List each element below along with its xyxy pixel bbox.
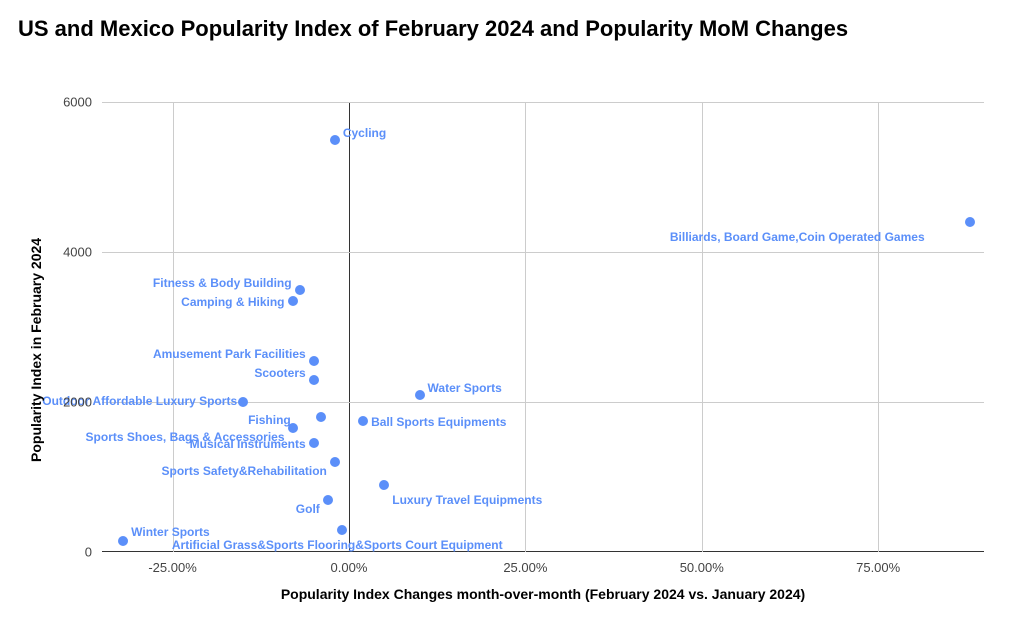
scatter-point [379,480,389,490]
y-axis-title: Popularity Index in February 2024 [28,238,44,462]
gridline-vertical [702,102,703,552]
scatter-point [309,438,319,448]
y-tick-label: 4000 [52,245,92,260]
scatter-point [295,285,305,295]
gridline-horizontal [102,252,984,253]
scatter-point [316,412,326,422]
gridline-horizontal [102,402,984,403]
y-tick-label: 6000 [52,95,92,110]
scatter-point [337,525,347,535]
scatter-point-label: Camping & Hiking [181,295,284,309]
x-tick-label: 75.00% [856,560,900,575]
scatter-point-label: Artificial Grass&Sports Flooring&Sports … [172,538,503,552]
x-tick-label: -25.00% [148,560,196,575]
scatter-point-label: Water Sports [428,381,502,395]
zero-reference-line [349,102,350,552]
scatter-point [415,390,425,400]
chart-title: US and Mexico Popularity Index of Februa… [18,16,1006,43]
x-tick-label: 50.00% [680,560,724,575]
scatter-point [288,296,298,306]
scatter-point-label: Golf [296,502,320,516]
scatter-point [309,375,319,385]
scatter-point [330,457,340,467]
scatter-point-label: Ball Sports Equipments [371,415,506,429]
scatter-point [330,135,340,145]
scatter-point-label: Luxury Travel Equipments [392,493,542,507]
scatter-point-label: Amusement Park Facilities [153,347,306,361]
scatter-point-label: Fishing [248,413,291,427]
scatter-point-label: Sports Safety&Rehabilitation [162,464,327,478]
x-axis-title: Popularity Index Changes month-over-mont… [102,586,984,602]
scatter-point [323,495,333,505]
scatter-plot: CyclingBilliards, Board Game,Coin Operat… [102,102,984,552]
scatter-point [965,217,975,227]
scatter-point-label: Fitness & Body Building [153,276,292,290]
gridline-vertical [173,102,174,552]
scatter-point [238,397,248,407]
scatter-point [288,423,298,433]
gridline-horizontal [102,102,984,103]
x-tick-label: 0.00% [331,560,368,575]
scatter-point [358,416,368,426]
scatter-point-label: Winter Sports [131,525,210,539]
scatter-point-label: Scooters [254,366,305,380]
scatter-point [118,536,128,546]
gridline-vertical [878,102,879,552]
scatter-point [309,356,319,366]
y-tick-label: 0 [52,545,92,560]
scatter-point-label: Billiards, Board Game,Coin Operated Game… [670,230,925,244]
x-tick-label: 25.00% [503,560,547,575]
gridline-vertical [525,102,526,552]
scatter-point-label: Sports Shoes, Bags & Accessories [86,430,285,444]
y-tick-label: 2000 [52,395,92,410]
scatter-point-label: Musical Instruments [190,437,306,451]
x-axis-line [102,551,984,552]
